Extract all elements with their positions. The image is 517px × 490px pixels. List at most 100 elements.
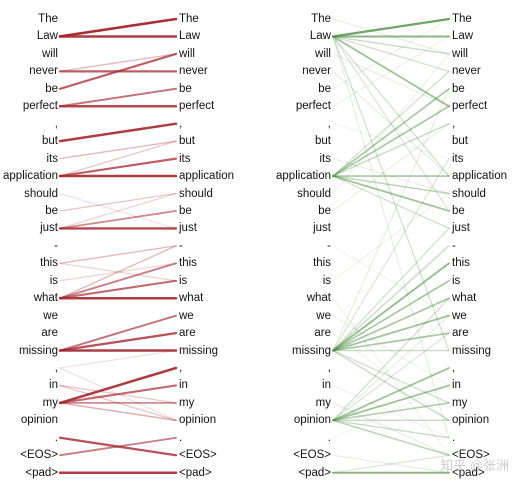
link-left-panel-1-to-0 — [58, 17, 178, 38]
link-right-panel-18-to-23 — [332, 332, 450, 421]
right-panel-target-token-its: its — [452, 152, 464, 165]
link-right-panel-9-to-11 — [332, 175, 450, 212]
right-panel-target-token-perfect: perfect — [452, 100, 488, 113]
left-panel-target-token-eos: <EOS> — [179, 449, 217, 462]
link-left-panel-12-to-10 — [59, 192, 177, 229]
link-left-panel-22-to-23 — [59, 402, 177, 422]
right-panel-target-token-never: never — [452, 65, 481, 78]
left-panel-source-token-pad: <pad> — [25, 466, 58, 479]
left-panel-source-token-what: what — [33, 292, 58, 305]
link-left-panel-9-to-7 — [59, 140, 177, 177]
link-right-panel-19-to-22 — [332, 349, 450, 404]
right-panel-target-token-are: are — [452, 327, 469, 340]
link-right-panel-23-to-20 — [332, 367, 450, 422]
right-panel-source-token-what: what — [306, 292, 331, 305]
left-panel-target-token-be: be — [179, 82, 192, 95]
link-right-panel-1-to-2 — [332, 35, 450, 55]
link-right-panel-19-to-18 — [332, 332, 450, 352]
left-panel-source-token-its: its — [46, 152, 59, 165]
link-left-panel-7-to-6 — [58, 122, 178, 143]
link-right-panel-23-to-16 — [332, 297, 450, 422]
left-panel-target-token-will: will — [179, 47, 195, 60]
link-right-panel-2-to-5 — [332, 53, 450, 107]
left-panel-target-token-never: never — [179, 65, 208, 78]
right-panel-target-token-what: what — [452, 292, 477, 305]
link-left-panel-16-to-14 — [59, 262, 177, 300]
right-panel-source-token-but: but — [315, 135, 331, 148]
link-right-panel-11-to-6 — [332, 123, 450, 212]
link-right-panel-23-to-25 — [332, 419, 450, 456]
link-left-panel-19-to-18 — [58, 331, 178, 352]
right-panel-source-token-punct: , — [327, 362, 331, 374]
link-right-panel-4-to-0 — [332, 18, 450, 90]
right-panel-target-token-punct: - — [452, 239, 456, 252]
left-panel-target-token-are: are — [179, 327, 196, 340]
link-right-panel-19-to-17 — [332, 314, 450, 352]
link-right-panel-19-to-23 — [332, 349, 450, 422]
link-right-panel-23-to-18 — [332, 332, 450, 421]
right-panel-target-token-be: be — [452, 204, 465, 217]
right-panel-source-token-we: we — [316, 309, 331, 322]
link-right-panel-9-to-10 — [332, 175, 450, 195]
link-right-panel-21-to-24 — [332, 384, 450, 439]
right-panel-target-token-in: in — [452, 379, 461, 392]
left-panel-source-token-punct: . — [54, 431, 58, 444]
left-panel-target-token-punct: - — [179, 239, 183, 252]
right-panel-source-token-missing: missing — [292, 344, 331, 357]
link-right-panel-8-to-10 — [332, 158, 450, 195]
link-left-panel-12-to-11 — [59, 210, 177, 230]
left-panel-source-token-the: The — [38, 13, 58, 25]
link-left-panel-14-to-13 — [59, 245, 177, 264]
left-panel-source-token-perfect: perfect — [22, 100, 58, 113]
left-panel-target-token-application: application — [179, 170, 234, 183]
left-panel-source-token-will: will — [42, 47, 58, 60]
left-panel-target-token-punct: , — [179, 117, 183, 130]
left-panel-target-token-law: Law — [179, 30, 201, 43]
left-panel-source-token-this: this — [40, 257, 58, 270]
right-panel-target-token-punct: . — [452, 431, 456, 444]
link-right-panel-26-to-25 — [332, 454, 450, 474]
left-panel-source-token-missing: missing — [19, 344, 58, 357]
right-panel-links — [331, 17, 451, 474]
right-panel-source-token-in: in — [322, 379, 331, 392]
link-right-panel-3-to-9 — [332, 70, 450, 177]
left-panel-target-token-missing: missing — [179, 344, 218, 357]
right-panel-target-token-just: just — [452, 222, 470, 235]
left-panel-target-token-punct: . — [179, 431, 183, 444]
right-panel-source-token-law: Law — [309, 30, 331, 43]
link-right-panel-19-to-14 — [332, 262, 450, 352]
left-panel-source-token-be: be — [45, 82, 58, 95]
link-right-panel-19-to-4 — [332, 88, 450, 352]
left-panel-source-token-my: my — [42, 396, 58, 409]
link-right-panel-15-to-10 — [332, 192, 450, 282]
link-right-panel-1-to-0 — [331, 17, 451, 38]
right-panel-target-token-this: this — [452, 257, 470, 270]
link-left-panel-16-to-13 — [59, 245, 177, 299]
left-panel-target-token-we: we — [179, 309, 194, 322]
left-panel-source-token-never: never — [29, 65, 58, 78]
right-panel-source-token-just: just — [313, 222, 331, 235]
left-panel-source-token-punct: , — [54, 362, 58, 374]
link-right-panel-9-to-5 — [332, 105, 450, 177]
left-panel-source-token-application: application — [3, 170, 58, 183]
link-right-panel-19-to-16 — [332, 297, 450, 352]
left-panel-target-token-this: this — [179, 257, 197, 270]
right-panel-source-token-pad: <pad> — [298, 466, 331, 479]
left-panel-source-token-in: in — [49, 379, 58, 392]
link-left-panel-24-to-25 — [58, 436, 178, 457]
left-panel-target-token-punct: , — [179, 362, 183, 374]
link-left-panel-15-to-14 — [59, 262, 177, 282]
link-right-panel-13-to-17 — [332, 245, 450, 317]
right-panel-source-token-my: my — [315, 396, 331, 409]
left-panel-target-token-my: my — [179, 396, 195, 409]
left-panel-source-token-are: are — [41, 327, 58, 340]
left-panel-source-token-eos: <EOS> — [20, 449, 58, 462]
right-panel-target-token-is: is — [452, 274, 461, 287]
left-panel-source-token-should: should — [24, 187, 58, 200]
left-panel-source-token-but: but — [42, 135, 58, 148]
link-right-panel-1-to-24 — [332, 35, 450, 439]
right-panel-target-token-should: should — [452, 187, 486, 200]
right-panel-source-token-is: is — [322, 274, 331, 287]
